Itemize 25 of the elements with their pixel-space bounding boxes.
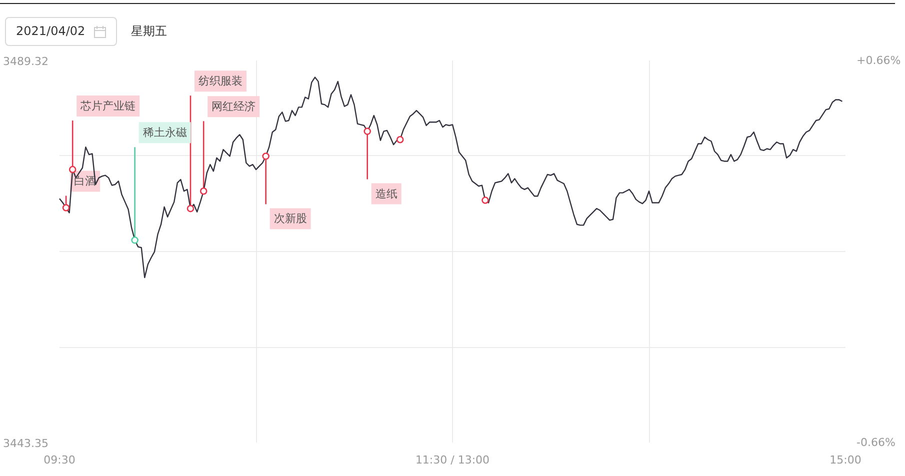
chart-title: 2021/04/02 bbox=[16, 22, 86, 40]
x-tick-label: 15:00 bbox=[830, 454, 862, 466]
x-tick-label: 11:30 / 13:00 bbox=[415, 454, 490, 466]
y2-tick-label: -0.66% bbox=[856, 436, 896, 449]
data-label: 造纸 bbox=[375, 187, 398, 200]
point bbox=[131, 236, 138, 244]
point bbox=[68, 166, 76, 174]
data-label: 网红经济 bbox=[212, 100, 256, 114]
data-label: 稀土永磁 bbox=[142, 126, 187, 140]
point bbox=[200, 187, 208, 195]
y-tick-label: 3489.32 bbox=[3, 55, 49, 68]
line-series bbox=[58, 76, 843, 278]
y-tick-label: 3443.35 bbox=[3, 437, 49, 450]
point bbox=[186, 204, 194, 212]
point bbox=[482, 196, 489, 204]
data-label: 芯片产业链 bbox=[80, 100, 136, 113]
data-label: 纺织服装 bbox=[198, 74, 242, 88]
point bbox=[62, 204, 70, 212]
chart-subtitle: 星期五 bbox=[131, 23, 167, 40]
data-label: 次新股 bbox=[274, 212, 307, 226]
point bbox=[364, 128, 371, 135]
point bbox=[396, 136, 404, 144]
point bbox=[262, 152, 270, 160]
x-tick-label: 09:30 bbox=[44, 454, 76, 466]
y2-tick-label: +0.66% bbox=[856, 54, 901, 67]
